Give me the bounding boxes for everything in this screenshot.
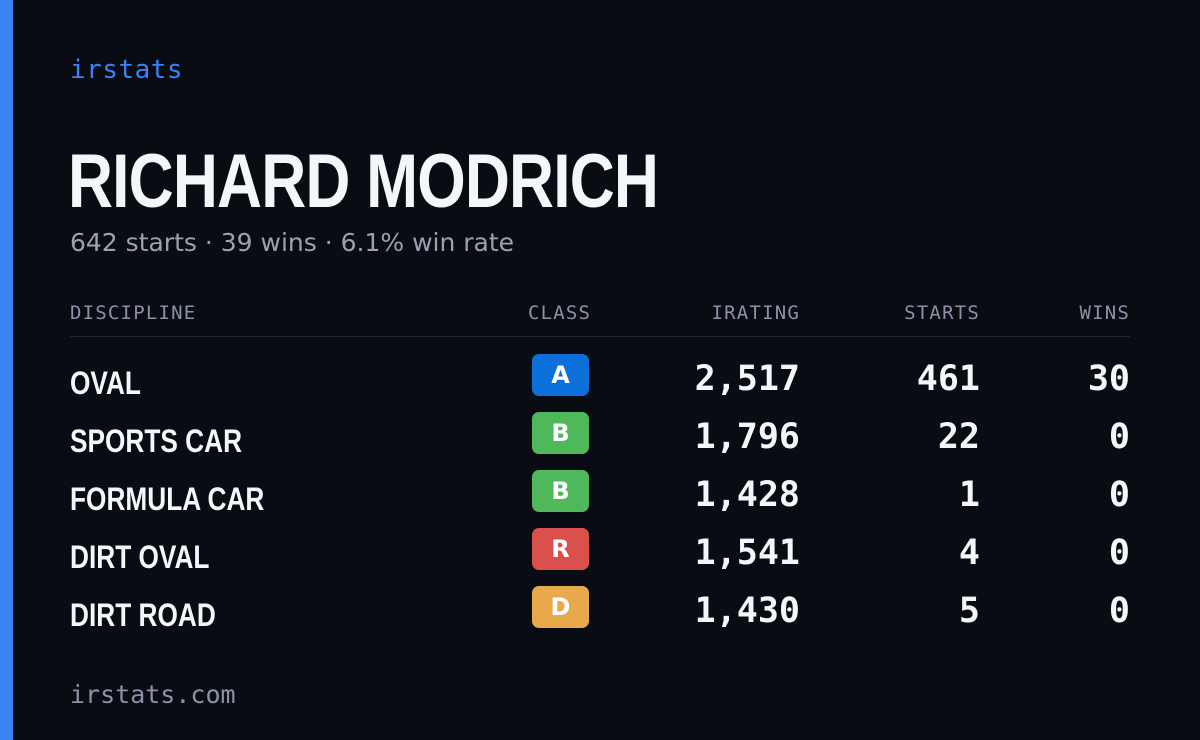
class-badge: B [532,470,589,512]
brand-logo-text: irstats [70,55,184,85]
table-row: SPORTS CAR B 1,796 22 0 [70,411,1130,469]
footer-url: irstats.com [70,680,236,709]
discipline-label: DIRT ROAD [70,597,216,633]
starts-value: 5 [958,591,980,631]
driver-summary: 642 starts · 39 wins · 6.1% win rate [70,228,515,257]
driver-name: RICHARD MODRICH [68,139,659,224]
discipline-label: OVAL [70,365,141,401]
table-row: DIRT OVAL R 1,541 4 0 [70,527,1130,585]
wins-value: 0 [1108,591,1130,631]
class-badge: R [532,528,589,570]
table-row: DIRT ROAD D 1,430 5 0 [70,585,1130,643]
irating-value: 1,430 [694,591,800,631]
irating-value: 1,428 [694,475,800,515]
table-row: FORMULA CAR B 1,428 1 0 [70,469,1130,527]
starts-value: 461 [916,359,980,399]
starts-value: 22 [937,417,980,457]
header-starts: STARTS [904,302,980,324]
header-class: CLASS [528,302,592,324]
header-irating: IRATING [711,302,800,324]
accent-bar [0,0,13,740]
discipline-label: DIRT OVAL [70,539,210,575]
wins-value: 0 [1108,417,1130,457]
wins-value: 0 [1108,533,1130,573]
discipline-label: SPORTS CAR [70,423,243,459]
discipline-label: FORMULA CAR [70,481,265,517]
irating-value: 2,517 [694,359,800,399]
class-badge: D [532,586,589,628]
header-wins: WINS [1079,302,1130,324]
wins-value: 30 [1087,359,1130,399]
table-row: OVAL A 2,517 461 30 [70,353,1130,411]
starts-value: 1 [958,475,980,515]
header-discipline: DISCIPLINE [70,302,197,324]
wins-value: 0 [1108,475,1130,515]
class-badge: B [532,412,589,454]
class-badge: A [532,354,589,396]
stats-table-body: OVAL A 2,517 461 30 SPORTS CAR B 1,796 2… [70,353,1130,643]
irating-value: 1,796 [694,417,800,457]
irating-value: 1,541 [694,533,800,573]
starts-value: 4 [958,533,980,573]
stats-table-header: DISCIPLINE CLASS IRATING STARTS WINS [70,300,1130,337]
